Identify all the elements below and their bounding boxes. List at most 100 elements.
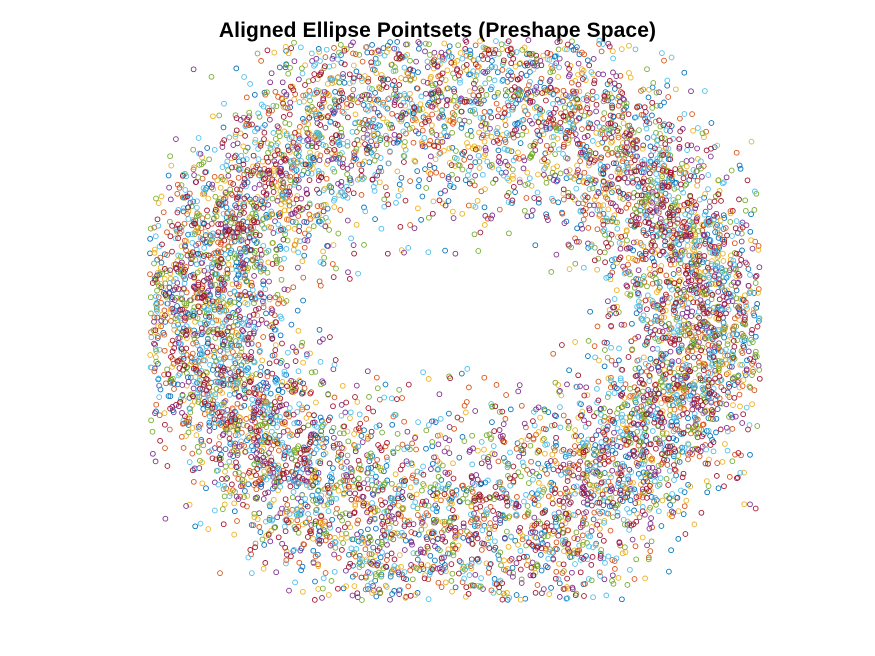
data-point — [733, 287, 740, 294]
data-point — [327, 534, 333, 540]
data-point — [581, 169, 588, 176]
data-point — [312, 578, 318, 585]
data-point — [346, 551, 352, 558]
data-point — [594, 266, 601, 273]
data-point — [360, 102, 367, 108]
data-point — [646, 86, 652, 93]
data-point — [576, 88, 583, 95]
data-point — [199, 480, 206, 487]
data-point — [685, 456, 691, 463]
data-point — [491, 576, 498, 582]
data-point — [745, 348, 752, 355]
data-point — [323, 175, 330, 182]
data-point — [257, 529, 264, 535]
data-point — [240, 143, 247, 150]
data-point — [609, 503, 615, 509]
data-point — [147, 352, 154, 358]
data-point — [486, 463, 493, 470]
data-point — [373, 593, 380, 600]
data-point — [514, 494, 520, 500]
data-point — [657, 102, 664, 109]
data-point — [248, 349, 255, 355]
data-point — [287, 99, 294, 106]
chart-title: Aligned Ellipse Pointsets (Preshape Spac… — [218, 19, 657, 42]
data-point — [260, 496, 267, 502]
data-point — [306, 226, 312, 233]
data-point — [168, 377, 175, 383]
data-point — [593, 432, 599, 439]
data-point — [323, 435, 330, 442]
data-point — [319, 595, 325, 601]
data-point — [301, 237, 308, 243]
data-point — [463, 593, 469, 600]
data-point — [395, 136, 402, 143]
data-point — [690, 354, 697, 361]
data-point — [747, 451, 753, 458]
data-point — [430, 198, 437, 205]
data-point — [457, 50, 464, 56]
data-point — [255, 342, 262, 348]
data-point — [702, 208, 709, 215]
data-point — [461, 438, 468, 444]
data-point — [180, 445, 187, 451]
data-point — [220, 124, 227, 131]
data-point — [147, 235, 153, 242]
data-point — [472, 172, 478, 179]
data-point — [236, 301, 242, 307]
data-point — [625, 261, 631, 268]
data-point — [664, 462, 671, 468]
data-point — [736, 262, 743, 268]
data-point — [384, 105, 391, 112]
data-point — [227, 250, 234, 256]
data-point — [341, 79, 348, 86]
data-point — [372, 216, 378, 222]
data-point — [571, 550, 578, 557]
data-point — [585, 225, 592, 231]
data-point — [445, 48, 452, 55]
data-point — [387, 573, 394, 580]
data-point — [614, 443, 620, 449]
data-point — [459, 166, 466, 173]
data-point — [374, 456, 380, 463]
data-point — [413, 446, 419, 453]
data-point — [345, 269, 351, 276]
data-point — [358, 192, 365, 198]
data-point — [609, 572, 616, 579]
data-point — [289, 344, 296, 350]
data-point — [362, 546, 369, 553]
data-point — [377, 497, 384, 504]
data-point — [520, 154, 527, 160]
data-point — [726, 474, 733, 480]
data-point — [383, 141, 390, 147]
data-point — [223, 204, 230, 211]
data-point — [661, 99, 667, 106]
data-point — [557, 490, 564, 497]
data-point — [157, 386, 164, 393]
data-point — [214, 177, 221, 184]
data-point — [431, 165, 438, 171]
data-point — [609, 467, 616, 474]
data-point — [630, 239, 637, 246]
data-point — [481, 222, 488, 228]
data-point — [300, 297, 306, 304]
data-point — [359, 597, 365, 603]
data-point — [467, 154, 473, 161]
data-point — [706, 198, 713, 205]
data-point — [232, 152, 239, 159]
data-point — [225, 172, 232, 179]
data-point — [675, 508, 682, 514]
data-point — [256, 524, 263, 530]
data-point — [627, 74, 634, 81]
data-point — [190, 478, 197, 485]
data-point — [531, 195, 538, 201]
data-point — [502, 416, 509, 422]
data-point — [431, 49, 438, 56]
data-point — [719, 459, 726, 465]
data-point — [344, 217, 351, 224]
data-point — [509, 564, 516, 571]
data-point — [419, 193, 426, 200]
data-point — [338, 59, 345, 66]
data-point — [523, 72, 530, 79]
data-point — [725, 381, 732, 387]
data-point — [179, 382, 186, 388]
